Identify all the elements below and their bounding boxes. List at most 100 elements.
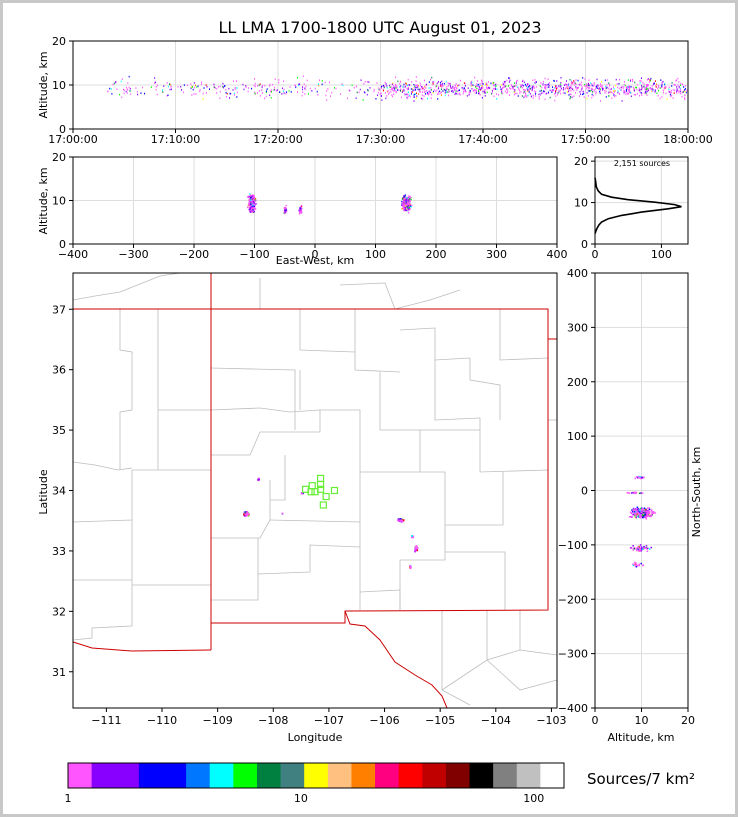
time-altitude-source: [633, 93, 635, 96]
colorbar-frame: [67, 762, 565, 789]
time-altitude-source: [281, 87, 283, 90]
east-west-source: [408, 201, 411, 203]
time-altitude-source: [428, 91, 430, 94]
east-west-source: [253, 207, 256, 209]
time-altitude-source: [669, 93, 671, 96]
time-altitude-source: [245, 85, 247, 87]
east-west-source: [255, 199, 257, 202]
north-south-source: [640, 476, 642, 478]
time-altitude-source: [446, 85, 448, 88]
time-altitude-source: [462, 88, 464, 91]
north-south-source: [634, 564, 636, 567]
time-altitude-source: [685, 91, 687, 94]
time-altitude-source: [437, 98, 439, 100]
time-altitude-source: [619, 78, 621, 81]
time-altitude-source: [233, 94, 235, 96]
east-west-source: [407, 204, 409, 206]
time-altitude-source: [404, 93, 406, 95]
altitude-tick-label: 10: [52, 195, 66, 208]
time-altitude-source: [403, 83, 405, 86]
time-altitude-source: [441, 84, 443, 87]
east-west-source: [251, 197, 253, 200]
time-altitude-source: [416, 86, 418, 89]
north-south-source: [639, 476, 641, 478]
time-altitude-source: [285, 93, 287, 95]
latitude-tick-label: 33: [52, 545, 66, 558]
east-west-source: [410, 206, 413, 208]
time-altitude-source: [655, 86, 657, 88]
east-west-source: [405, 196, 407, 198]
colorbar-swatch: [327, 763, 352, 788]
time-altitude-source: [303, 83, 305, 86]
time-altitude-source: [504, 84, 506, 87]
time-altitude-source: [629, 91, 631, 94]
time-altitude-source: [625, 93, 627, 96]
time-altitude-source: [547, 83, 549, 86]
time-altitude-source: [314, 87, 316, 90]
time-altitude-source: [586, 86, 588, 88]
time-altitude-source: [455, 90, 457, 93]
east-west-source: [252, 209, 254, 211]
time-altitude-source: [474, 86, 476, 88]
north-south-source: [632, 564, 635, 567]
east-west-source: [406, 199, 408, 201]
colorbar-swatch: [91, 763, 116, 788]
time-altitude-source: [154, 77, 156, 79]
time-altitude-source: [270, 96, 272, 99]
time-altitude-source: [544, 98, 546, 101]
time-altitude-source: [382, 84, 384, 87]
north-south-source: [628, 516, 631, 518]
time-altitude-source: [304, 92, 306, 95]
time-altitude-source: [683, 90, 685, 92]
north-south-source: [643, 546, 646, 548]
map-source: [281, 512, 284, 515]
time-altitude-source: [426, 89, 428, 92]
time-altitude-source: [591, 93, 593, 96]
time-altitude-source: [630, 91, 632, 94]
time-altitude-source: [395, 83, 397, 86]
north-south-source: [638, 515, 641, 517]
north-south-source: [645, 512, 648, 515]
north-south-source: [648, 507, 651, 509]
time-altitude-source: [452, 85, 454, 88]
time-altitude-source: [529, 84, 531, 87]
time-altitude-source: [229, 97, 231, 99]
time-altitude-source: [491, 92, 493, 94]
north-south-source: [643, 515, 645, 518]
north-south-source: [632, 549, 634, 551]
time-altitude-source: [503, 86, 505, 89]
time-altitude-source: [318, 84, 320, 87]
time-altitude-source: [386, 95, 388, 97]
time-altitude-source: [502, 83, 504, 86]
time-altitude-source: [521, 80, 523, 83]
map-source: [401, 520, 404, 522]
time-altitude-source: [596, 87, 598, 89]
north-south-source: [641, 514, 644, 516]
time-altitude-source: [559, 86, 561, 88]
time-altitude-source: [420, 86, 422, 88]
time-altitude-source: [190, 87, 192, 89]
time-altitude-source: [421, 86, 423, 88]
time-altitude-source: [504, 90, 506, 93]
source-count-annotation: 2,151 sources: [614, 159, 670, 168]
north-south-source: [633, 491, 636, 494]
time-altitude-source: [593, 82, 595, 85]
time-altitude-source: [369, 87, 371, 89]
time-altitude-source: [610, 88, 612, 90]
map-source: [244, 512, 247, 515]
east-west-source: [408, 196, 410, 199]
time-altitude-source: [485, 83, 487, 85]
time-altitude-source: [599, 90, 601, 93]
north-south-ylabel: North-South, km: [690, 447, 703, 538]
time-altitude-source: [455, 82, 457, 85]
time-altitude-source: [544, 87, 546, 89]
time-altitude-source: [441, 80, 443, 83]
north-south-source: [630, 547, 633, 550]
time-altitude-source: [423, 88, 425, 91]
time-altitude-source: [618, 82, 620, 85]
time-altitude-source: [534, 92, 536, 94]
east-west-source: [409, 197, 412, 199]
north-south-source: [646, 511, 648, 513]
time-altitude-source: [435, 90, 437, 93]
